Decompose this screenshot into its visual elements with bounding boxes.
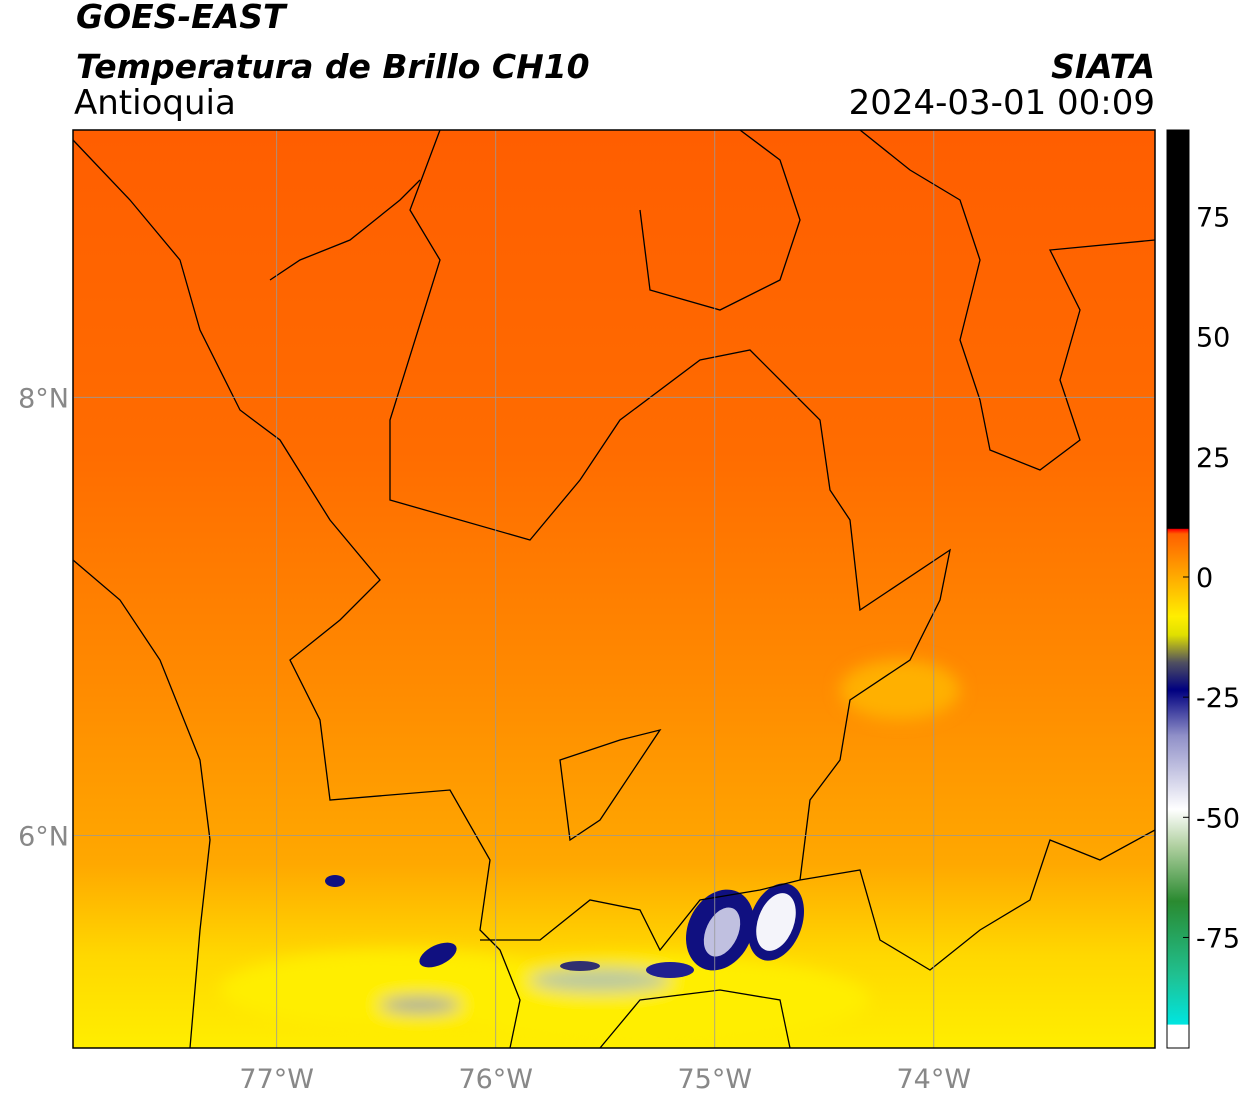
lat-label: 8°N — [18, 383, 69, 414]
lat-label: 6°N — [18, 821, 69, 852]
colorbar-tick-label: -50 — [1196, 803, 1240, 834]
colorbar-tick-label: 50 — [1196, 323, 1230, 354]
map-image — [73, 130, 1155, 1048]
subtitle: Temperatura de Brillo CH10 — [76, 47, 590, 86]
title: GOES-EAST — [76, 0, 288, 36]
lon-label: 76°W — [458, 1064, 533, 1095]
lon-label: 74°W — [897, 1064, 972, 1095]
map-frame — [72, 129, 1156, 1049]
colorbar-tick-label: 0 — [1196, 563, 1213, 594]
colorbar-tick-label: -75 — [1196, 923, 1240, 954]
datetime: 2024-03-01 00:09 — [849, 83, 1155, 123]
region: Antioquia — [74, 83, 236, 123]
colorbar-tick-label: -25 — [1196, 683, 1240, 714]
colorbar-tick-label: 75 — [1196, 203, 1230, 234]
lon-label: 75°W — [677, 1064, 752, 1095]
lon-label: 77°W — [239, 1064, 314, 1095]
colorbar-tick-label: 25 — [1196, 443, 1230, 474]
colorbar — [1166, 129, 1190, 1049]
source: SIATA — [1051, 47, 1155, 86]
